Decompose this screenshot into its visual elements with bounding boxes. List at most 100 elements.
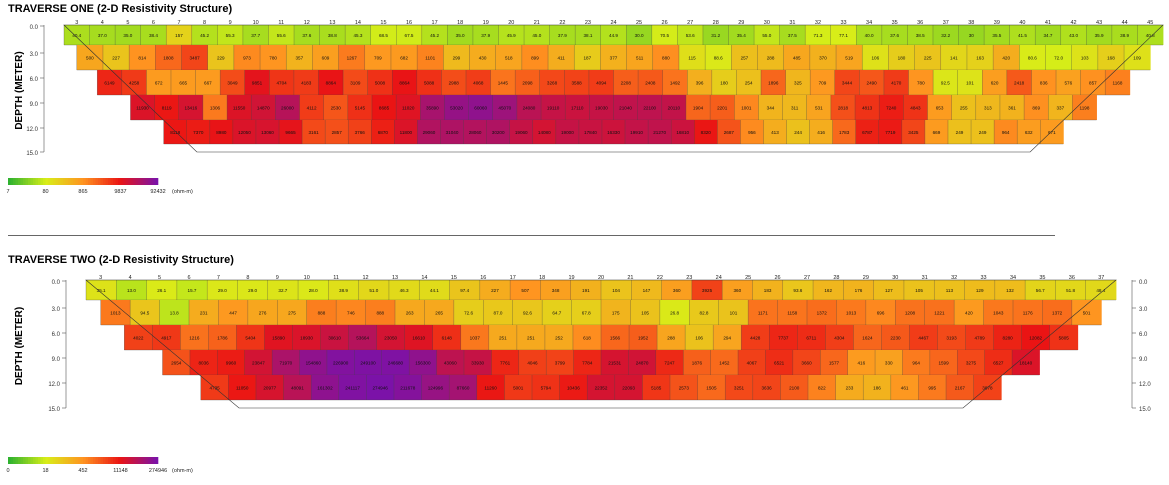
resistivity-cell xyxy=(879,95,904,120)
resistivity-cell xyxy=(217,25,244,45)
cell-value: 87.0 xyxy=(494,311,503,316)
resistivity-cell xyxy=(115,25,142,45)
cell-value: 2201 xyxy=(717,106,728,111)
cell-value: 416 xyxy=(858,361,866,366)
legend-swatch xyxy=(23,457,26,464)
cell-value: 416 xyxy=(817,130,825,135)
resistivity-cell xyxy=(260,45,287,70)
resistivity-cell xyxy=(124,325,153,350)
cell-value: 265 xyxy=(435,311,443,316)
resistivity-cell xyxy=(370,25,397,45)
cell-value: 4704 xyxy=(276,81,287,86)
resistivity-cell xyxy=(275,95,300,120)
legend-swatch xyxy=(68,178,71,185)
cell-value: 9960 xyxy=(226,361,237,366)
resistivity-cell xyxy=(657,325,686,350)
cell-value: 8280 xyxy=(1003,336,1014,341)
legend-label: 452 xyxy=(78,468,87,474)
cell-value: 40.8 xyxy=(1146,33,1155,38)
resistivity-cell xyxy=(1009,25,1036,45)
cell-value: 2230 xyxy=(890,336,901,341)
cell-value: 518 xyxy=(505,56,513,61)
cell-value: 141 xyxy=(950,56,958,61)
resistivity-cell xyxy=(710,95,735,120)
cell-value: 8685 xyxy=(379,106,390,111)
resistivity-cell xyxy=(694,120,718,144)
resistivity-cell xyxy=(453,300,484,325)
resistivity-cell xyxy=(367,70,393,95)
cell-value: 6527 xyxy=(993,361,1004,366)
legend-label: 18 xyxy=(42,468,48,474)
legend-swatch xyxy=(43,178,46,185)
cell-value: 3049 xyxy=(227,81,238,86)
cell-value: 3425 xyxy=(908,130,919,135)
resistivity-cell xyxy=(834,70,860,95)
cell-value: 576 xyxy=(1064,81,1072,86)
legend-swatch xyxy=(78,178,81,185)
electrode-label: 10 xyxy=(253,20,259,26)
electrode-label: 3 xyxy=(99,275,102,281)
cell-value: 1896 xyxy=(768,81,779,86)
cell-value: 38.9 xyxy=(1120,33,1129,38)
resistivity-cell xyxy=(1035,25,1062,45)
resistivity-cell xyxy=(847,350,876,375)
legend-swatch xyxy=(90,457,94,464)
depth-tick-label: 3.0 xyxy=(30,52,39,58)
resistivity-cell xyxy=(908,70,934,95)
legend-swatch xyxy=(80,457,84,464)
cell-value: 56.7 xyxy=(1036,288,1045,293)
cell-value: 34.7 xyxy=(1044,33,1053,38)
cell-value: 3925 xyxy=(702,288,713,293)
cell-value: 211678 xyxy=(400,386,415,391)
legend-swatch xyxy=(105,178,109,185)
resistivity-cell xyxy=(312,45,339,70)
depth-tick-label: 0.0 xyxy=(52,280,61,286)
cell-value: 255 xyxy=(960,106,968,111)
cell-value: 33930 xyxy=(471,361,484,366)
resistivity-cell xyxy=(932,25,959,45)
cell-value: 45.3 xyxy=(353,33,362,38)
electrode-label: 12 xyxy=(363,275,369,281)
resistivity-cell xyxy=(830,25,857,45)
cell-value: 4170 xyxy=(891,81,902,86)
cell-value: 3878 xyxy=(982,386,993,391)
resistivity-cell xyxy=(218,300,249,325)
legend-swatch xyxy=(93,178,96,185)
cell-value: 156300 xyxy=(415,361,431,366)
cell-value: 11050 xyxy=(236,386,249,391)
legend-swatch xyxy=(140,457,144,464)
resistivity-cell xyxy=(191,25,218,45)
resistivity-cell xyxy=(777,300,808,325)
cell-value: 32.7 xyxy=(278,288,287,293)
resistivity-cell xyxy=(964,280,996,300)
legend-swatch xyxy=(143,178,146,185)
cell-value: 19030 xyxy=(595,106,608,111)
cell-value: 37.7 xyxy=(251,33,260,38)
cell-value: 28060 xyxy=(469,130,482,135)
cell-value: 4258 xyxy=(129,81,140,86)
cell-value: 1452 xyxy=(719,361,730,366)
resistivity-cell xyxy=(440,120,464,144)
resistivity-cell xyxy=(323,95,349,120)
cell-value: 132 xyxy=(1006,288,1014,293)
cell-value: 180 xyxy=(898,56,906,61)
cell-value: 157 xyxy=(175,33,183,38)
cell-value: 2167 xyxy=(955,386,966,391)
resistivity-cell xyxy=(613,95,639,120)
electrode-label: 31 xyxy=(789,20,795,26)
resistivity-cell xyxy=(736,70,762,95)
cell-value: 5088 xyxy=(424,81,435,86)
legend-swatch xyxy=(73,178,76,185)
resistivity-cell xyxy=(465,70,491,95)
cell-value: 249100 xyxy=(360,361,376,366)
cell-value: 4112 xyxy=(307,106,317,111)
legend-swatch xyxy=(133,457,136,464)
resistivity-cell xyxy=(809,120,834,144)
resistivity-cell xyxy=(302,120,326,144)
resistivity-cell xyxy=(394,120,418,144)
cell-value: 45.9 xyxy=(507,33,516,38)
legend-swatch xyxy=(155,178,159,185)
cell-value: 55.0 xyxy=(762,33,771,38)
electrode-label: 26 xyxy=(775,275,781,281)
resistivity-cell xyxy=(728,25,755,45)
